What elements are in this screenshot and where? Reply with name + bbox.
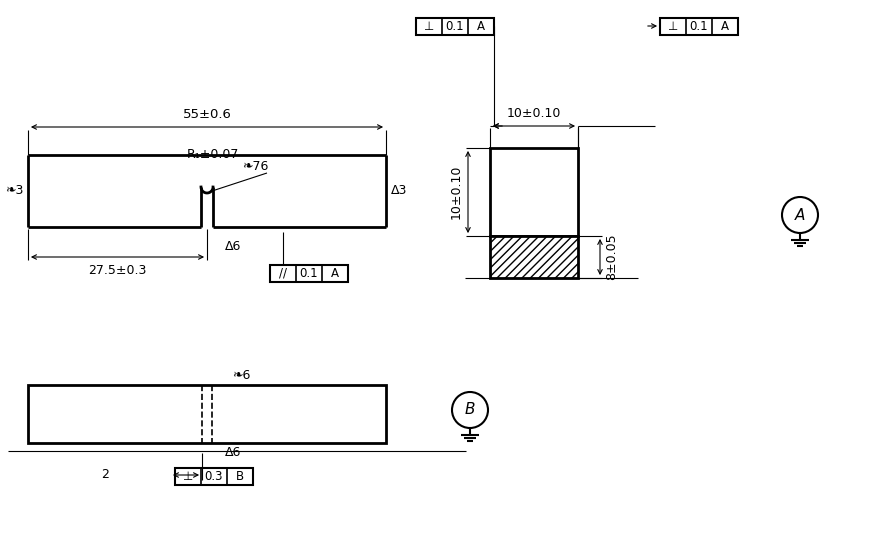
Text: Δ6: Δ6 (225, 446, 241, 459)
Text: A: A (720, 20, 728, 33)
Text: Δ3: Δ3 (391, 185, 407, 197)
Text: 2: 2 (101, 469, 109, 482)
Text: 0.1: 0.1 (689, 20, 708, 33)
Circle shape (781, 197, 817, 233)
Polygon shape (489, 236, 578, 278)
Circle shape (451, 392, 487, 428)
Text: ❧76: ❧76 (241, 160, 268, 173)
Text: A: A (331, 267, 339, 280)
Text: 10±0.10: 10±0.10 (507, 107, 560, 120)
Text: ❧3: ❧3 (4, 185, 23, 197)
Text: 0.1: 0.1 (445, 20, 464, 33)
Text: A: A (477, 20, 485, 33)
Polygon shape (659, 18, 738, 35)
Text: R₁±0.07: R₁±0.07 (187, 148, 239, 161)
Text: ⊥: ⊥ (183, 470, 193, 483)
Polygon shape (28, 385, 385, 443)
Text: B: B (235, 470, 244, 483)
Text: 0.1: 0.1 (299, 267, 318, 280)
Text: 8±0.05: 8±0.05 (604, 233, 617, 280)
Text: ❧6: ❧6 (232, 369, 250, 382)
Text: 55±0.6: 55±0.6 (183, 108, 231, 121)
Text: 27.5±0.3: 27.5±0.3 (88, 264, 147, 277)
Text: A: A (794, 208, 804, 223)
Text: Δ6: Δ6 (225, 240, 241, 253)
Polygon shape (270, 265, 348, 282)
Text: ⊥: ⊥ (667, 20, 677, 33)
Text: B: B (464, 402, 475, 417)
Polygon shape (415, 18, 493, 35)
Polygon shape (175, 468, 253, 485)
Text: ⊥: ⊥ (423, 20, 434, 33)
Text: 0.3: 0.3 (205, 470, 223, 483)
Polygon shape (489, 148, 578, 236)
Text: 10±0.10: 10±0.10 (450, 165, 463, 219)
Text: //: // (278, 267, 287, 280)
